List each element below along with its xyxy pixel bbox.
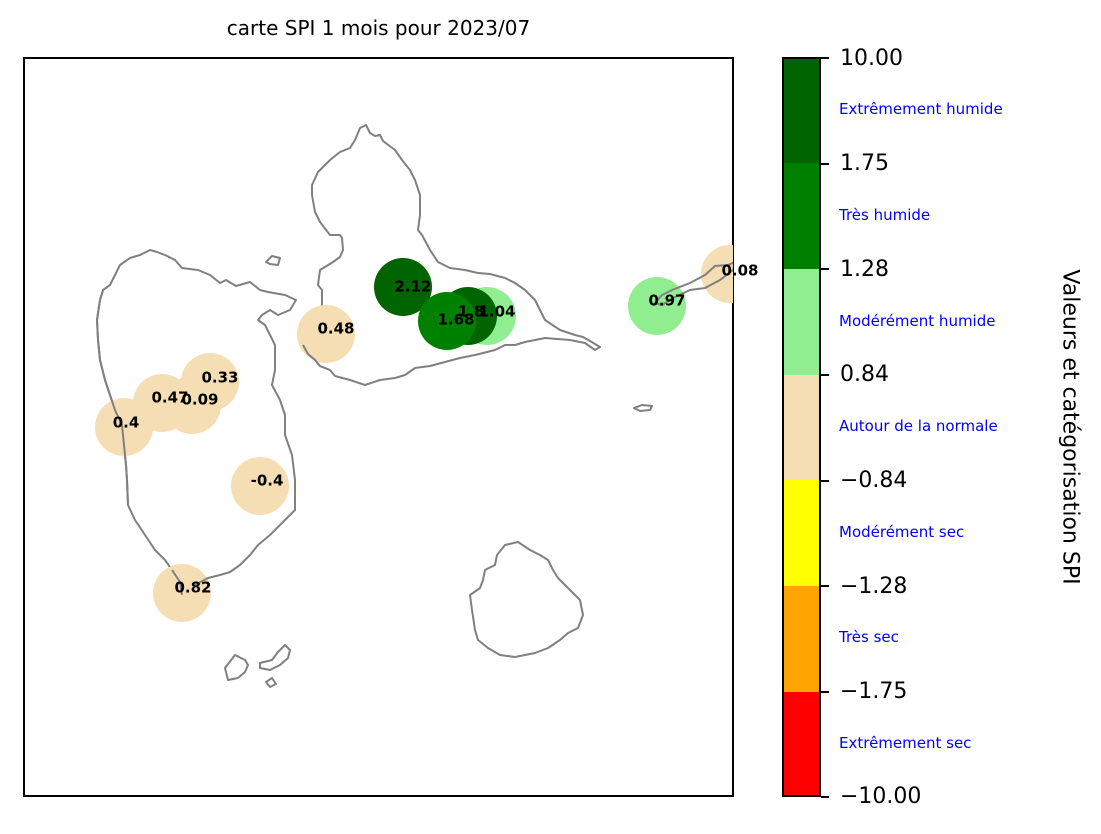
colorbar-tick-label: −1.28 bbox=[840, 574, 908, 599]
station-labels: 2.12 1.8 1.04 1.68 0.48 0.97 0.08 0.33 0… bbox=[113, 262, 759, 597]
colorbar-tick bbox=[821, 796, 829, 798]
category-label: Modérément sec bbox=[839, 523, 965, 541]
station-marker[interactable] bbox=[297, 305, 355, 363]
les-saintes-outline-3 bbox=[265, 677, 277, 688]
colorbar-tick bbox=[821, 374, 829, 376]
desirade-outline bbox=[653, 261, 733, 307]
colorbar-tick bbox=[821, 480, 829, 482]
chart-title: carte SPI 1 mois pour 2023/07 bbox=[226, 16, 531, 40]
islet-outline bbox=[265, 255, 281, 266]
station-label: 0.82 bbox=[174, 579, 211, 597]
petite-terre-outline bbox=[633, 404, 653, 412]
station-label: 1.68 bbox=[437, 311, 474, 329]
colorbar-segment-tres-sec bbox=[784, 586, 819, 692]
station-label: 0.09 bbox=[181, 391, 218, 409]
colorbar bbox=[782, 57, 821, 797]
station-label: 0.4 bbox=[113, 414, 140, 432]
category-label: Modérément humide bbox=[839, 312, 996, 330]
colorbar-segment-moderement-humide bbox=[784, 269, 819, 375]
station-label: 0.97 bbox=[648, 292, 685, 310]
station-label: 0.47 bbox=[151, 389, 188, 407]
station-marker[interactable] bbox=[701, 245, 759, 303]
basse-terre-south-overlay bbox=[171, 569, 209, 596]
colorbar-tick-label: −1.75 bbox=[840, 679, 908, 704]
colorbar-tick bbox=[821, 585, 829, 587]
colorbar-tick-label: −0.84 bbox=[840, 468, 908, 493]
category-label: Extrêmement sec bbox=[839, 734, 972, 752]
station-marker[interactable] bbox=[418, 292, 476, 350]
colorbar-tick-label: 1.28 bbox=[840, 257, 889, 282]
colorbar-tick bbox=[821, 691, 829, 693]
colorbar-tick-label: −10.00 bbox=[840, 784, 922, 809]
colorbar-tick bbox=[821, 268, 829, 270]
colorbar-segment-moderement-sec bbox=[784, 480, 819, 586]
station-marker[interactable] bbox=[374, 258, 432, 316]
station-markers bbox=[95, 245, 759, 622]
station-label: 1.04 bbox=[478, 303, 515, 321]
station-marker[interactable] bbox=[628, 277, 686, 335]
marie-galante-outline bbox=[469, 541, 584, 658]
map-axes bbox=[23, 57, 734, 797]
station-label: 0.08 bbox=[721, 262, 758, 280]
grande-terre-outline bbox=[302, 124, 601, 386]
station-marker[interactable] bbox=[231, 457, 289, 515]
colorbar-tick bbox=[821, 57, 829, 59]
colorbar-segment-normale bbox=[784, 375, 819, 480]
basse-terre-east-overlay bbox=[302, 344, 331, 371]
station-label: 1.8 bbox=[458, 303, 485, 321]
station-label: -0.4 bbox=[251, 472, 284, 490]
station-label: 2.12 bbox=[394, 278, 431, 296]
coastline-overlay bbox=[95, 261, 733, 596]
colorbar-segment-tres-humide bbox=[784, 163, 819, 269]
category-label: Autour de la normale bbox=[839, 417, 998, 435]
station-marker[interactable] bbox=[95, 398, 153, 456]
colorbar-tick-label: 10.00 bbox=[840, 46, 903, 71]
colorbar-tick-label: 0.84 bbox=[840, 362, 889, 387]
basse-terre-west-overlay bbox=[95, 289, 129, 506]
colorbar-tick-label: 1.75 bbox=[840, 151, 889, 176]
category-label: Très humide bbox=[839, 206, 931, 224]
category-label: Très sec bbox=[839, 628, 899, 646]
station-marker[interactable] bbox=[163, 376, 221, 434]
station-label: 0.48 bbox=[317, 320, 354, 338]
colorbar-segment-extremement-humide bbox=[784, 59, 819, 163]
les-saintes-outline-2 bbox=[259, 644, 291, 671]
colorbar-tick bbox=[821, 163, 829, 165]
category-label: Extrêmement humide bbox=[839, 100, 1003, 118]
colorbar-title: Valeurs et catégorisation SPI bbox=[1057, 269, 1083, 585]
les-saintes-outline-1 bbox=[224, 654, 249, 681]
station-label: 0.33 bbox=[201, 369, 238, 387]
colorbar-segment-extremement-sec bbox=[784, 692, 819, 795]
